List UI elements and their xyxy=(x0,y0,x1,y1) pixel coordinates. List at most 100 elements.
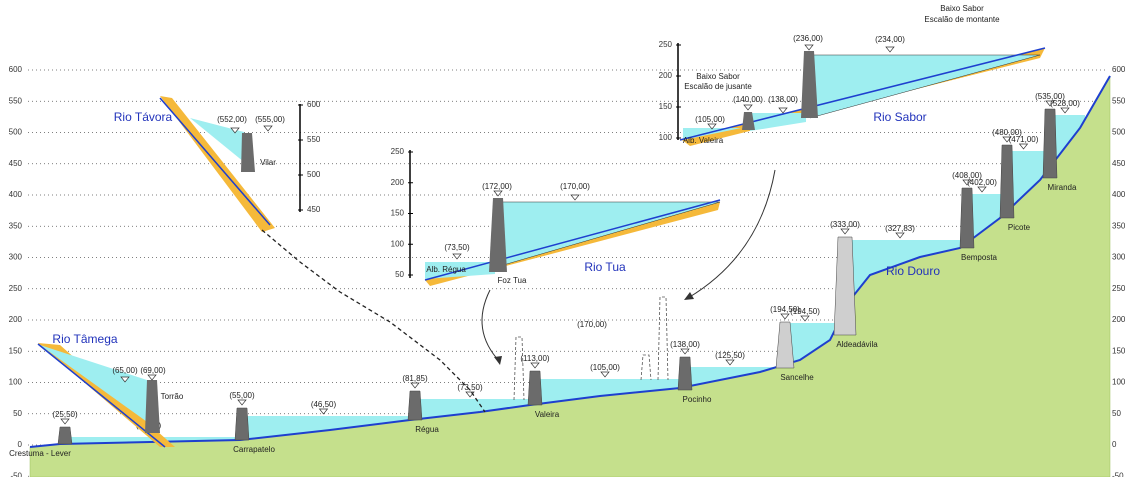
pool-level: (402,00) xyxy=(967,178,997,187)
inset-tick-label: 100 xyxy=(659,133,673,142)
river-label: Rio Távora xyxy=(114,110,173,124)
level-marker xyxy=(1045,100,1055,107)
tamega-reservoir xyxy=(40,345,150,424)
level-marker xyxy=(804,44,814,51)
level-marker xyxy=(237,399,247,406)
reservoir-level: (105,00) xyxy=(695,115,725,124)
level-marker xyxy=(1018,143,1029,150)
inset-tick-label: 200 xyxy=(659,71,673,80)
inset-tick-label: 450 xyxy=(307,205,321,214)
level-marker xyxy=(977,186,987,193)
crest-level: (69,00) xyxy=(140,366,166,375)
inset-tick-label: 600 xyxy=(307,100,321,109)
pool-level: (125,50) xyxy=(715,351,745,360)
pool-level: (234,00) xyxy=(875,35,905,44)
level-marker xyxy=(1002,136,1012,143)
dam xyxy=(407,390,423,421)
y-tick-label-right: 250 xyxy=(1112,284,1126,293)
future-dam xyxy=(513,336,525,401)
river-label: Rio Douro xyxy=(886,264,940,278)
y-tick-label-right: 500 xyxy=(1112,128,1126,137)
dam-name: Régua xyxy=(415,425,439,434)
y-tick-label-left: 450 xyxy=(9,159,23,168)
link-arrow xyxy=(687,169,776,299)
level-marker xyxy=(743,104,753,111)
level-marker xyxy=(680,348,690,355)
dam-name: Aldeadávila xyxy=(836,340,878,349)
crest-level: (555,00) xyxy=(255,115,285,124)
y-tick-label-right: 200 xyxy=(1112,315,1126,324)
inset-tick-label: 150 xyxy=(391,209,405,218)
y-tick-label-left: 300 xyxy=(9,253,23,262)
level-marker xyxy=(570,194,580,201)
level-marker xyxy=(530,362,540,369)
dam xyxy=(241,133,255,172)
y-tick-label-left: 50 xyxy=(13,409,22,418)
dam xyxy=(145,380,160,433)
inset-tick-label: 50 xyxy=(395,270,404,279)
tavora-reservoir xyxy=(190,118,244,162)
dam xyxy=(833,236,857,336)
river-label: Rio Tua xyxy=(584,260,626,274)
level-marker xyxy=(778,107,788,114)
dam-name: Valeira xyxy=(535,410,560,419)
dam-name: Baixo Sabor xyxy=(696,72,740,81)
level-marker xyxy=(452,253,462,260)
pool-level: (105,00) xyxy=(590,363,620,372)
crest-level: (113,00) xyxy=(520,354,550,363)
crest-level: (140,00) xyxy=(733,95,763,104)
dam-name: Foz Tua xyxy=(498,276,527,285)
arrow-head xyxy=(684,292,694,300)
crest-level: (236,00) xyxy=(793,34,823,43)
y-tick-label-left: 550 xyxy=(9,96,23,105)
level-marker xyxy=(230,127,240,134)
level-marker xyxy=(120,376,130,383)
pool-level: (65,00) xyxy=(112,366,138,375)
sabor-bed xyxy=(679,47,1046,141)
y-tick-label-right: 300 xyxy=(1112,253,1126,262)
level-marker xyxy=(493,190,503,197)
sabor-reservoir xyxy=(750,113,806,131)
crest-level: (172,00) xyxy=(482,182,512,191)
crest-level: (55,00) xyxy=(229,391,255,400)
tributary-link xyxy=(261,229,486,413)
y-tick-label-right: -50 xyxy=(1112,471,1124,477)
level-marker xyxy=(263,125,273,132)
crest-level: (480,00) xyxy=(992,128,1022,137)
y-tick-label-right: 50 xyxy=(1112,409,1121,418)
dam xyxy=(959,187,975,249)
dam xyxy=(775,321,795,369)
tavora-bed xyxy=(159,97,271,226)
dam xyxy=(527,370,543,406)
pool-level: (471,00) xyxy=(1009,135,1039,144)
level-marker xyxy=(780,313,790,320)
dam-name: Baixo Sabor xyxy=(940,4,984,13)
inset-tick-label: 100 xyxy=(391,239,405,248)
dam-name: Torrão xyxy=(161,392,184,401)
river-label: Rio Sabor xyxy=(873,110,926,124)
dam xyxy=(234,407,250,441)
level-marker xyxy=(600,371,610,378)
dam-stage: Escalão de jusante xyxy=(684,82,752,91)
dam-name: Carrapatelo xyxy=(233,445,275,454)
crest-level: (25,50) xyxy=(52,410,78,419)
pool-level: (528,00) xyxy=(1050,99,1080,108)
crest-level: (333,00) xyxy=(830,220,860,229)
link-arrow xyxy=(481,289,501,363)
y-tick-label-left: 0 xyxy=(18,440,23,449)
crest-level: (408,00) xyxy=(952,171,982,180)
inset-tick-label: 250 xyxy=(391,147,405,156)
level-marker xyxy=(707,123,717,130)
level-marker xyxy=(895,232,905,239)
y-tick-label-right: 0 xyxy=(1112,440,1117,449)
dam-name: Pocinho xyxy=(683,395,712,404)
pool-level: (138,00) xyxy=(768,95,798,104)
inset-tick-label: 250 xyxy=(659,40,673,49)
y-tick-label-right: 550 xyxy=(1112,96,1126,105)
reservoir-level: (73,50) xyxy=(444,243,470,252)
y-tick-label-left: 400 xyxy=(9,190,23,199)
level-marker xyxy=(410,382,420,389)
dam xyxy=(801,51,818,118)
crest-level: (138,00) xyxy=(670,340,700,349)
